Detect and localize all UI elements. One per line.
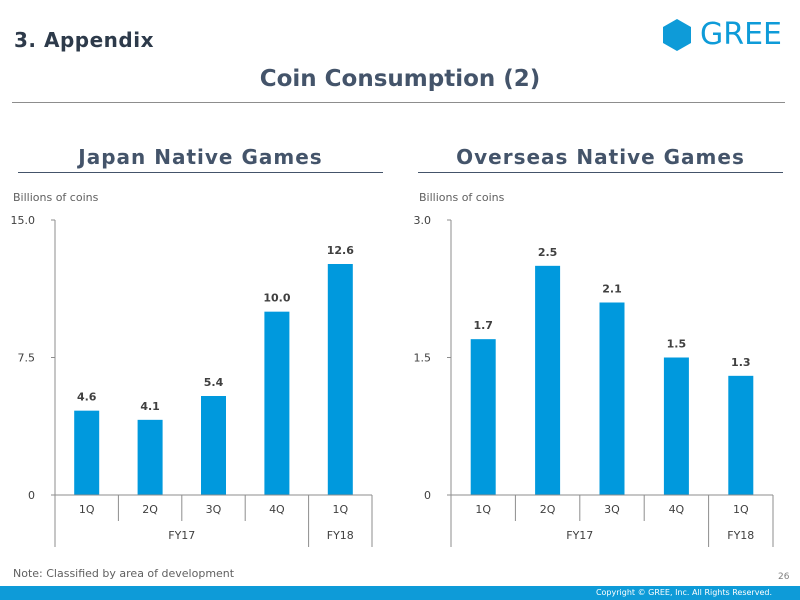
overseas-bar-1	[470, 339, 496, 495]
japan-category-label: 1Q	[79, 503, 95, 516]
japan-y-tick-label: 15.0	[11, 214, 36, 227]
overseas-category-label: 1Q	[475, 503, 491, 516]
overseas-y-tick-label: 3.0	[414, 214, 432, 227]
slide-title: Coin Consumption (2)	[259, 66, 541, 92]
overseas-bar-chart: 0 1.5 3.0 1.7 2.5 2.1 1.5 1.3 1Q 2Q 3Q 4Q 1Q FY17 FY18	[414, 214, 774, 547]
japan-data-label: 12.6	[327, 244, 354, 257]
footnote: Note: Classified by area of development	[13, 567, 235, 580]
overseas-data-label: 1.7	[473, 319, 493, 332]
overseas-data-label: 1.5	[667, 338, 687, 351]
overseas-y-tick-label: 0	[424, 489, 431, 502]
overseas-bar-4	[663, 357, 689, 495]
japan-bar-5	[327, 264, 353, 495]
hexagon-icon	[663, 19, 691, 51]
footer-bar: Copyright © GREE, Inc. All Rights Reserv…	[0, 586, 800, 600]
japan-data-label: 4.6	[77, 391, 97, 404]
overseas-bar-3	[599, 302, 625, 495]
japan-bar-3	[201, 396, 226, 495]
overseas-group-label: FY18	[727, 529, 754, 542]
japan-category-label: 1Q	[332, 503, 348, 516]
japan-group-label: FY18	[327, 529, 354, 542]
japan-group-label: FY17	[168, 529, 195, 542]
japan-bar-4	[264, 311, 290, 495]
japan-bar-chart: 0 7.5 15.0 4.6 4.1 5.4 10.0 12.6 1Q 2Q 3Q 4Q 1Q FY17 F…	[11, 214, 373, 547]
japan-unit-label: Billions of coins	[13, 191, 99, 204]
overseas-category-label: 3Q	[604, 503, 620, 516]
section-title: 3. Appendix	[14, 28, 154, 52]
japan-category-label: 4Q	[269, 503, 285, 516]
copyright: Copyright © GREE, Inc. All Rights Reserv…	[595, 588, 772, 597]
japan-bar-1	[74, 410, 100, 495]
japan-category-label: 3Q	[206, 503, 222, 516]
overseas-unit-label: Billions of coins	[419, 191, 505, 204]
overseas-data-label: 2.5	[538, 246, 558, 259]
overseas-y-tick-label: 1.5	[414, 352, 432, 365]
page-number: 26	[778, 572, 790, 582]
overseas-bar-2	[535, 265, 561, 495]
japan-data-label: 5.4	[204, 376, 224, 389]
title-divider	[12, 102, 785, 103]
overseas-data-label: 1.3	[731, 356, 751, 369]
japan-bar-2	[137, 419, 163, 495]
overseas-category-label: 4Q	[669, 503, 685, 516]
gree-logo: GREE	[660, 17, 783, 52]
japan-data-label: 10.0	[263, 292, 290, 305]
overseas-category-label: 2Q	[540, 503, 556, 516]
japan-title-divider	[18, 172, 383, 173]
japan-chart-title: Japan Native Games	[78, 145, 323, 169]
overseas-data-label: 2.1	[602, 283, 622, 296]
overseas-bar-5	[728, 375, 754, 495]
japan-y-tick-label: 0	[28, 489, 35, 502]
overseas-title-divider	[418, 172, 783, 173]
overseas-chart-title: Overseas Native Games	[456, 145, 745, 169]
logo-text: GREE	[700, 17, 783, 52]
japan-y-tick-label: 7.5	[18, 352, 36, 365]
overseas-category-label: 1Q	[733, 503, 749, 516]
overseas-group-label: FY17	[566, 529, 593, 542]
japan-data-label: 4.1	[140, 400, 160, 413]
japan-category-label: 2Q	[142, 503, 158, 516]
